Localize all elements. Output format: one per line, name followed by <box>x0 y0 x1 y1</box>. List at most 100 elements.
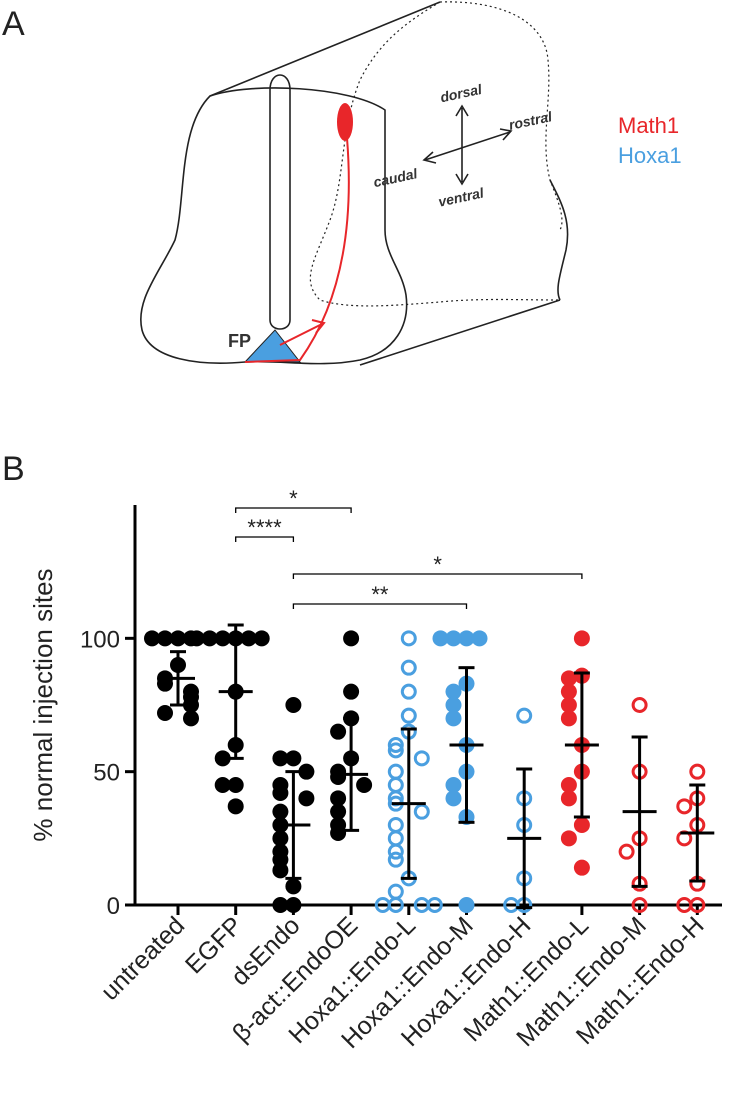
data-point <box>560 710 577 727</box>
y-axis-label: % normal injection sites <box>28 568 58 841</box>
data-point <box>471 630 488 647</box>
data-point <box>387 843 404 860</box>
neural-tube <box>269 74 291 330</box>
panel-a <box>140 1 569 366</box>
data-point <box>387 763 404 780</box>
significance-bracket <box>235 507 352 513</box>
data-point <box>356 777 373 793</box>
data-point <box>330 803 347 820</box>
y-tick-label: 100 <box>80 626 120 653</box>
data-point <box>272 862 289 879</box>
data-point <box>631 697 648 713</box>
data-point <box>343 630 360 647</box>
data-point <box>144 630 160 647</box>
data-point <box>272 803 289 820</box>
data-point <box>343 683 360 700</box>
significance-bracket <box>292 573 583 579</box>
data-point <box>445 630 462 647</box>
direction-label: rostral <box>507 108 554 133</box>
data-point <box>400 683 417 700</box>
legend-label: Math1 <box>618 113 679 138</box>
data-point <box>285 897 302 913</box>
data-point <box>400 630 417 647</box>
data-point <box>413 803 430 820</box>
data-point <box>157 630 173 647</box>
data-point <box>227 798 244 815</box>
panel-label: B <box>2 450 25 488</box>
data-point <box>560 670 577 687</box>
data-point <box>330 723 347 740</box>
data-point <box>432 630 449 647</box>
data-point <box>285 750 302 767</box>
front-face <box>140 87 408 365</box>
data-point <box>573 859 590 876</box>
fp-label: FP <box>228 331 251 351</box>
data-point <box>227 777 244 793</box>
data-point <box>560 790 577 807</box>
data-point <box>400 659 417 676</box>
axon <box>244 137 350 363</box>
data-point <box>157 705 173 721</box>
y-tick-label: 0 <box>107 893 120 920</box>
data-point <box>445 777 462 793</box>
axon-arrow <box>279 319 326 346</box>
direction-label: caudal <box>372 165 420 190</box>
data-point <box>689 763 706 780</box>
data-point <box>445 710 462 727</box>
data-point <box>188 630 205 647</box>
significance-bracket <box>235 536 295 542</box>
direction-label: ventral <box>437 184 486 209</box>
data-point <box>387 737 404 753</box>
data-point <box>618 843 635 860</box>
data-point <box>676 798 693 815</box>
significance-label: **** <box>247 515 282 540</box>
compass <box>422 104 513 186</box>
data-point <box>298 790 315 807</box>
data-point <box>560 697 577 713</box>
significance-label: * <box>289 486 298 511</box>
significance-label: * <box>433 552 442 577</box>
significance-bracket <box>292 603 468 609</box>
back-edges <box>209 1 561 366</box>
data-point <box>676 897 693 913</box>
math1-cell <box>337 103 353 141</box>
data-point <box>183 697 199 713</box>
data-point <box>503 897 520 913</box>
floor-plate <box>243 329 302 363</box>
data-point <box>183 710 199 727</box>
data-point <box>330 790 347 807</box>
data-point <box>214 750 231 767</box>
data-point <box>330 769 347 785</box>
back-face-dotted <box>309 1 563 307</box>
data-point <box>560 777 577 793</box>
y-tick-label: 50 <box>93 760 120 787</box>
data-point <box>272 830 289 847</box>
data-point <box>387 742 404 759</box>
data-point <box>631 897 648 913</box>
legend-label: Hoxa1 <box>618 143 682 168</box>
significance-label: ** <box>371 582 389 607</box>
data-point <box>285 878 302 895</box>
data-point <box>426 897 443 913</box>
data-point <box>458 630 475 647</box>
data-point <box>560 683 577 700</box>
data-point <box>400 707 417 724</box>
data-point <box>240 630 257 647</box>
data-point <box>272 785 289 801</box>
direction-label: dorsal <box>439 81 485 106</box>
panel-label: A <box>2 5 25 43</box>
data-point <box>445 697 462 713</box>
x-tick-label: untreated <box>96 911 190 1005</box>
data-point <box>573 817 590 833</box>
data-point <box>387 777 404 793</box>
data-point <box>253 630 270 647</box>
legend: Math1 Hoxa1 <box>618 113 682 168</box>
data-point <box>387 830 404 847</box>
data-point <box>387 883 404 900</box>
data-point <box>413 750 430 767</box>
data-point <box>387 817 404 833</box>
data-point <box>445 790 462 807</box>
data-point <box>387 851 404 868</box>
data-point <box>374 897 391 913</box>
